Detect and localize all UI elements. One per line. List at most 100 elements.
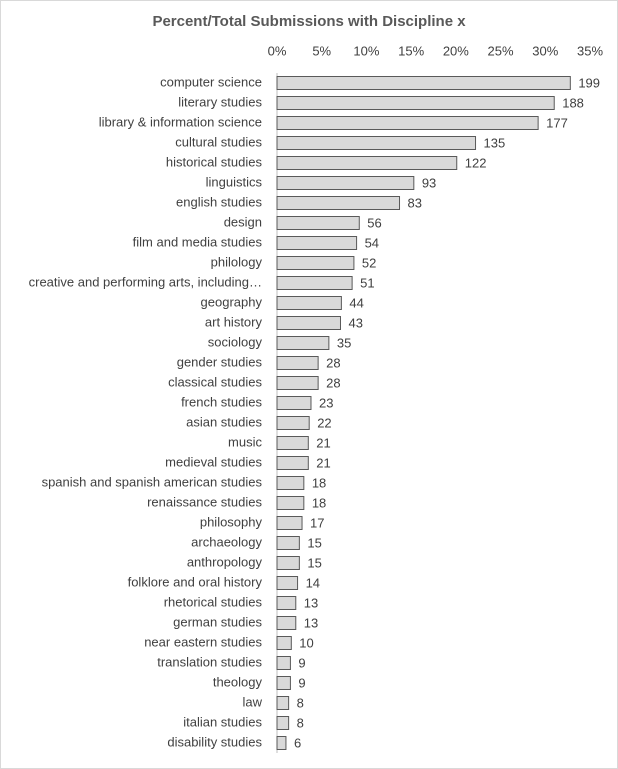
data-label: 14 [306, 575, 320, 590]
data-label: 13 [304, 615, 318, 630]
bar [276, 596, 297, 610]
category-label: design [224, 214, 262, 229]
data-label: 9 [298, 655, 305, 670]
bar [276, 136, 477, 150]
bar [276, 176, 415, 190]
data-label: 54 [365, 235, 379, 250]
data-label: 51 [360, 275, 374, 290]
data-label: 18 [312, 495, 326, 510]
bar [276, 376, 319, 390]
category-label: anthropology [187, 554, 263, 569]
bar [276, 736, 287, 750]
data-label: 177 [546, 115, 568, 130]
category-label: english studies [176, 194, 262, 209]
data-label: 17 [310, 515, 324, 530]
category-label: german studies [173, 614, 262, 629]
bar [276, 296, 342, 310]
bar [276, 636, 292, 650]
bar [276, 356, 319, 370]
bar [276, 316, 341, 330]
bar [276, 76, 571, 90]
category-label: medieval studies [165, 454, 262, 469]
bar [276, 416, 310, 430]
bar [276, 696, 290, 710]
x-tick-label: 30% [532, 43, 558, 58]
data-label: 18 [312, 475, 326, 490]
data-label: 15 [307, 555, 321, 570]
bar [276, 676, 291, 690]
x-tick-label: 35% [577, 43, 603, 58]
category-label: law [242, 694, 262, 709]
category-label: philology [211, 254, 263, 269]
data-label: 44 [349, 295, 363, 310]
bar [276, 336, 330, 350]
data-label: 13 [304, 595, 318, 610]
bar [276, 556, 300, 570]
x-tick-label: 20% [443, 43, 469, 58]
data-label: 83 [408, 195, 422, 210]
category-label: disability studies [167, 734, 262, 749]
data-label: 199 [578, 75, 600, 90]
bar [276, 536, 300, 550]
category-label: gender studies [177, 354, 263, 369]
bar [276, 456, 309, 470]
data-label: 8 [297, 695, 304, 710]
data-label: 135 [484, 135, 506, 150]
category-label: italian studies [183, 714, 262, 729]
data-label: 35 [337, 335, 351, 350]
data-label: 15 [307, 535, 321, 550]
x-tick-label: 5% [312, 43, 331, 58]
category-label: cultural studies [175, 134, 262, 149]
x-tick-label: 0% [268, 43, 287, 58]
bar [276, 516, 303, 530]
category-label: archaeology [191, 534, 262, 549]
category-label: creative and performing arts, including… [29, 274, 262, 289]
category-label: philosophy [200, 514, 263, 529]
bar [276, 656, 291, 670]
data-label: 28 [326, 355, 340, 370]
category-label: classical studies [168, 374, 262, 389]
bar [276, 216, 360, 230]
category-label: linguistics [206, 174, 263, 189]
data-label: 22 [317, 415, 331, 430]
category-label: historical studies [166, 154, 263, 169]
category-label: translation studies [157, 654, 262, 669]
data-label: 188 [562, 95, 584, 110]
x-tick-label: 15% [398, 43, 424, 58]
category-label: literary studies [178, 94, 262, 109]
bar [276, 196, 401, 210]
category-label: film and media studies [133, 234, 263, 249]
bar [276, 496, 305, 510]
chart-title: Percent/Total Submissions with Disciplin… [152, 13, 466, 30]
data-label: 122 [465, 155, 487, 170]
category-label: computer science [160, 74, 262, 89]
bar [276, 716, 290, 730]
category-label: near eastern studies [144, 634, 262, 649]
data-label: 28 [326, 375, 340, 390]
category-label: sociology [208, 334, 263, 349]
x-tick-label: 25% [488, 43, 514, 58]
category-label: asian studies [186, 414, 262, 429]
category-label: geography [201, 294, 263, 309]
data-label: 21 [316, 435, 330, 450]
data-label: 8 [297, 715, 304, 730]
bar [276, 256, 355, 270]
data-label: 52 [362, 255, 376, 270]
bar [276, 396, 312, 410]
bar [276, 616, 297, 630]
data-label: 21 [316, 455, 330, 470]
data-label: 56 [367, 215, 381, 230]
data-label: 6 [294, 735, 301, 750]
bar [276, 236, 358, 250]
data-label: 10 [299, 635, 313, 650]
bar [276, 476, 305, 490]
category-label: folklore and oral history [128, 574, 263, 589]
category-label: library & information science [99, 114, 262, 129]
x-tick-label: 10% [353, 43, 379, 58]
category-label: spanish and spanish american studies [42, 474, 263, 489]
bar [276, 576, 299, 590]
category-label: music [228, 434, 262, 449]
bar [276, 436, 309, 450]
bar [276, 116, 539, 130]
